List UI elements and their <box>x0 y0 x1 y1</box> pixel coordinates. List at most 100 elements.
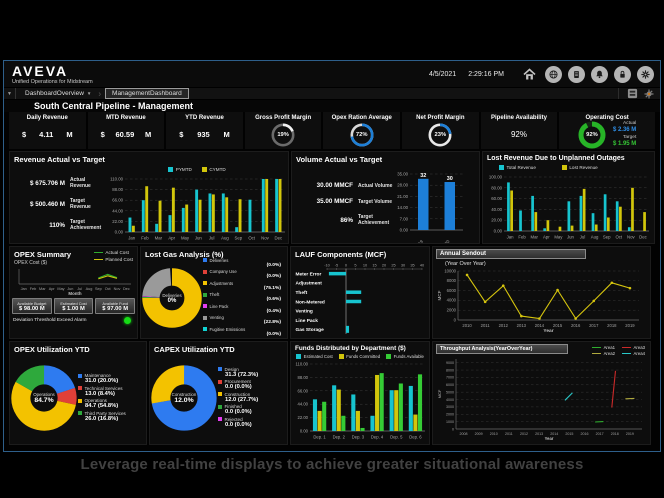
volume-body: 30.00 MMCF Actual Volume 35.00 MMCF Target… <box>292 165 479 243</box>
svg-text:2019: 2019 <box>625 323 635 328</box>
kpi-value: 92% <box>510 130 527 140</box>
funds-legend: Estimated Cost Funds Committed Funds Avail… <box>291 353 429 360</box>
legend-item: Funds Available <box>386 354 424 359</box>
svg-text:Dep. 2: Dep. 2 <box>333 435 346 440</box>
svg-text:Theft: Theft <box>296 290 308 296</box>
panel-title: Lost Gas Analysis (%) <box>145 250 224 259</box>
panel-lost-revenue: Lost Revenue Due to Unplanned Outages To… <box>482 151 655 244</box>
lauf-chart: -10 -5 0 5 10 15 20 25 30 35 40 Meter Error Adjustme… <box>294 260 426 336</box>
svg-text:0.00: 0.00 <box>400 228 409 233</box>
kpi-value: $ 60.59 M <box>101 121 152 150</box>
panel-title: Funds Distributed by Department ($) <box>295 345 406 352</box>
svg-text:Meter Error: Meter Error <box>296 271 322 277</box>
svg-text:7000: 7000 <box>446 376 454 380</box>
svg-text:4000: 4000 <box>446 398 454 402</box>
svg-text:2010: 2010 <box>462 323 472 328</box>
throughput-header[interactable]: Throughput Analysis(YearOverYear) <box>436 344 568 354</box>
svg-text:2012: 2012 <box>520 432 528 436</box>
lost-gas-legend: Deliveries (0.0%) Company Use (0.0%) Adjustm… <box>203 258 287 338</box>
svg-text:0.00: 0.00 <box>494 229 503 234</box>
gauge-value: 72% <box>355 131 368 138</box>
svg-text:Jul: Jul <box>77 287 82 291</box>
revenue-chart: 0.00 22.00 44.00 66.00 88.00 110.00 Jan Feb Mar A… <box>106 174 288 241</box>
legend-item: Company Use (0.0%) <box>203 269 285 279</box>
legend-item: Area3 <box>622 345 645 350</box>
time-label: 2:29:16 PM <box>468 70 504 78</box>
settings-gear-icon[interactable] <box>637 65 654 83</box>
operating-cost-gauge: 92% <box>578 121 606 149</box>
svg-text:Mar: Mar <box>39 287 46 291</box>
svg-text:2019: 2019 <box>414 238 424 243</box>
svg-text:44.00: 44.00 <box>112 208 123 213</box>
report-icon[interactable] <box>568 65 585 83</box>
available-fund-button[interactable]: Available Fund $ 97.00 M <box>95 298 136 314</box>
svg-text:Feb: Feb <box>30 287 37 291</box>
operating-cost-body: 92% Actual $ 2.36 M Target $ 1.95 M <box>578 121 636 150</box>
app-header: AVEVA Unified Operations for Midstream 4… <box>4 61 660 87</box>
svg-text:66.00: 66.00 <box>298 388 309 393</box>
kpi-opex-ratio-average: Opex Ration Average 72% <box>323 112 401 149</box>
unit: M <box>223 130 230 140</box>
datetime: 4/5/2021 2:29:16 PM <box>429 71 504 78</box>
legend-item: Maintenance 31.0 (20.0%) <box>78 373 144 384</box>
gross-profit-gauge: 19% <box>271 123 295 147</box>
alarm-status-indicator <box>124 317 131 324</box>
svg-text:30: 30 <box>447 176 453 182</box>
gauge-value: 23% <box>434 131 447 138</box>
panel-title: Revenue Actual vs Target <box>14 155 105 164</box>
svg-text:2017: 2017 <box>589 323 599 328</box>
tab-management-dashboard[interactable]: ManagementDashboard <box>105 88 189 99</box>
svg-text:2000: 2000 <box>446 413 454 417</box>
svg-text:Dep. 1: Dep. 1 <box>313 435 326 440</box>
svg-text:4000: 4000 <box>447 298 457 303</box>
legend-item: PYMTD <box>168 167 192 172</box>
svg-text:Dep. 6: Dep. 6 <box>409 435 422 440</box>
header-icons <box>520 65 654 83</box>
legend-item: Fugitive Emissions (0.0%) <box>203 327 285 337</box>
svg-text:2016: 2016 <box>571 323 581 328</box>
svg-text:May: May <box>181 236 190 241</box>
svg-text:6000: 6000 <box>446 383 454 387</box>
settings-gear-icon[interactable] <box>643 88 655 100</box>
panel-title: LAUF Components (MCF) <box>295 250 387 259</box>
panel-subtitle: (Year Over Year) <box>445 261 486 267</box>
nav-dropdown-caret[interactable]: ▼ <box>4 88 16 99</box>
svg-text:Line Pack: Line Pack <box>296 318 319 324</box>
tab-dashboard-overview[interactable]: DashboardOverview ▼ <box>19 88 97 99</box>
panel-funds-distributed: Funds Distributed by Department ($) Esti… <box>290 341 430 445</box>
svg-text:21.00: 21.00 <box>397 194 408 199</box>
svg-text:8000: 8000 <box>446 368 454 372</box>
estimated-cost-button[interactable]: Estimated Cost $ 1.00 M <box>53 298 94 314</box>
globe-icon[interactable] <box>545 65 562 83</box>
svg-text:Year: Year <box>545 436 554 441</box>
panel-title: Volume Actual vs Target <box>296 155 383 164</box>
svg-text:15: 15 <box>372 263 376 268</box>
svg-text:2014: 2014 <box>535 323 545 328</box>
stat-row: 35.00 MMCF Target Volume <box>316 198 392 205</box>
stat-row: $ 675.706 M Actual Revenue <box>29 177 91 189</box>
svg-text:66.00: 66.00 <box>112 198 123 203</box>
panel-title: OPEX Utilization YTD <box>14 345 90 354</box>
svg-text:Nov: Nov <box>627 235 635 240</box>
available-budget-button[interactable]: Available Budget $ 98.00 M <box>12 298 52 314</box>
annual-sendout-header[interactable]: Annual Sendout <box>436 249 586 259</box>
svg-text:Venting: Venting <box>296 309 313 315</box>
svg-text:10: 10 <box>363 263 368 268</box>
app-window: AVEVA Unified Operations for Midstream 4… <box>3 60 661 452</box>
svg-text:0.00: 0.00 <box>115 230 124 235</box>
svg-text:Sep: Sep <box>95 287 102 291</box>
legend-item: Adjustments (75.1%) <box>203 281 285 291</box>
svg-text:100.00: 100.00 <box>489 175 503 180</box>
panel-tool-icon[interactable] <box>627 88 638 99</box>
tab-bar-tools <box>618 88 660 99</box>
lock-icon[interactable] <box>614 65 631 83</box>
lost-gas-donut: Deliveries 0% <box>141 261 203 335</box>
svg-text:110.00: 110.00 <box>296 362 309 367</box>
svg-text:Dec: Dec <box>275 236 283 241</box>
alarm-bell-icon[interactable] <box>591 65 608 83</box>
stat-row: 110% Target Achievement <box>49 219 102 231</box>
panel-annual-sendout: Annual Sendout (Year Over Year) 0 2000 400… <box>432 246 651 339</box>
svg-text:32: 32 <box>420 173 426 179</box>
home-icon[interactable] <box>520 66 539 83</box>
